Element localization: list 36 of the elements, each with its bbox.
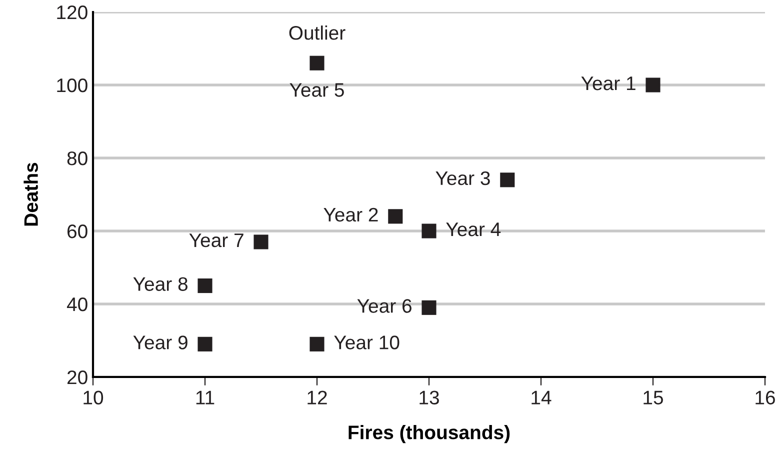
- annotation: Year 8: [133, 277, 188, 291]
- point: [500, 172, 515, 188]
- annotation: Year 7: [189, 234, 244, 248]
- annotation: Year 6: [357, 299, 412, 313]
- x-tick-label: 10: [84, 390, 104, 404]
- point: [254, 234, 268, 250]
- y-tick-label: 40: [66, 297, 88, 312]
- y-tick-label: 100: [57, 78, 88, 92]
- annotation: Year 4: [446, 222, 501, 236]
- y-tick-label: 20: [67, 370, 88, 384]
- point: [310, 56, 324, 70]
- x-tick-label: 14: [532, 390, 552, 404]
- x-tick-label: 13: [420, 390, 439, 404]
- point: [646, 78, 660, 92]
- y-tick-label: 120: [57, 5, 88, 20]
- point: [198, 336, 212, 352]
- annotation: Year 9: [133, 336, 188, 350]
- x-tick-label: 16: [756, 390, 775, 404]
- x-tick-label: 15: [644, 390, 663, 404]
- y-tick-label: 60: [68, 224, 88, 238]
- annotation: Year 5: [290, 83, 344, 97]
- annotation: Year 10: [334, 336, 400, 350]
- annotation: Year 2: [324, 208, 378, 222]
- point: [422, 224, 436, 238]
- point: [310, 336, 324, 352]
- point: [198, 278, 212, 294]
- point: [388, 209, 403, 224]
- annotation: Outlier: [289, 26, 346, 40]
- point: [422, 300, 436, 315]
- annotation: Year 1: [581, 76, 636, 90]
- x-tick-label: 11: [196, 390, 214, 404]
- annotation: Year 3: [436, 171, 490, 186]
- x-axis-title: Fires (thousands): [348, 424, 510, 444]
- y-tick-label: 80: [67, 151, 88, 166]
- y-axis-title: Deaths: [24, 162, 38, 226]
- x-tick-label: 12: [308, 390, 327, 404]
